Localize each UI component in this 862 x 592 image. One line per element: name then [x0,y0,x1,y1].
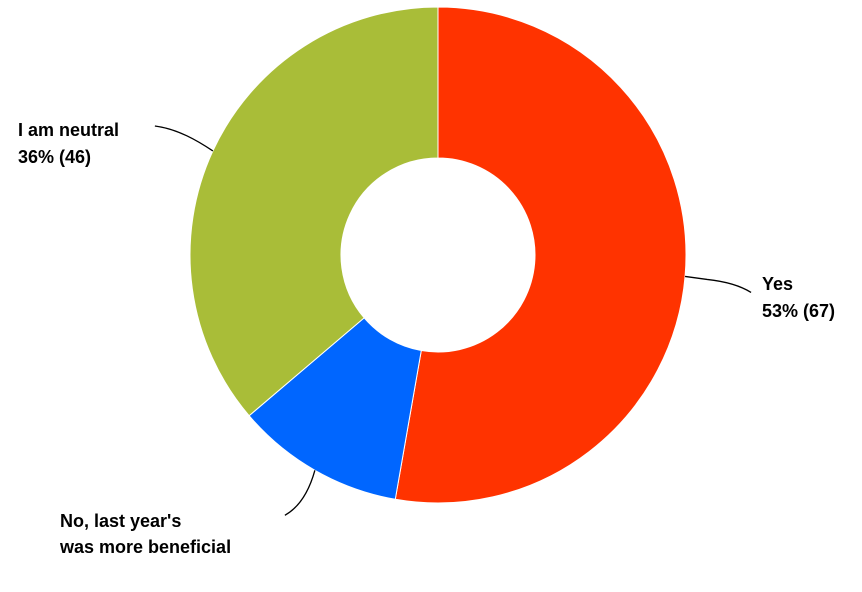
label-yes-name: Yes [762,274,793,294]
label-neutral-value: 36% (46) [18,147,91,167]
label-no-line1: No, last year's [60,511,181,531]
label-yes-value: 53% (67) [762,301,835,321]
leader-yes [684,275,752,293]
slices-group [189,6,687,504]
slice-neutral [189,6,439,417]
leader-lines [154,125,752,516]
slice-yes [394,6,687,504]
label-neutral-name: I am neutral [18,120,119,140]
label-no-line2: was more beneficial [59,537,231,557]
leader-neutral [154,125,214,152]
leader-no [284,470,316,516]
slice-no [248,317,422,500]
